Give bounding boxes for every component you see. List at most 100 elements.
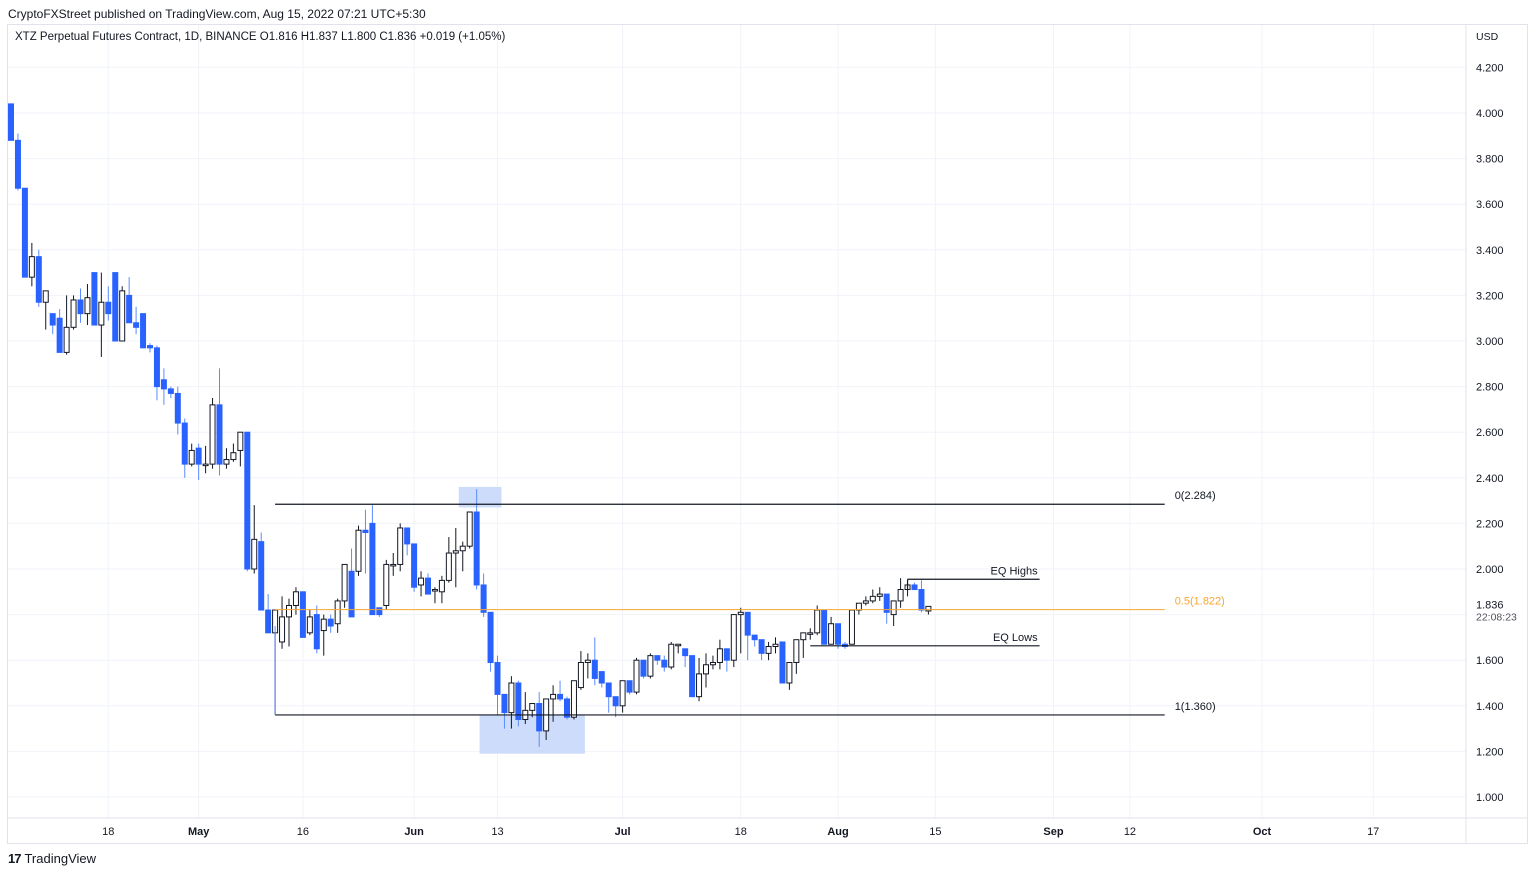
candle-down bbox=[404, 527, 411, 545]
candle-up bbox=[466, 511, 473, 547]
candle-up bbox=[279, 616, 286, 643]
candle-down bbox=[327, 618, 334, 627]
candle-down bbox=[299, 591, 306, 638]
price-axis-tick: 3.000 bbox=[1476, 336, 1504, 348]
candle-up bbox=[230, 452, 237, 461]
candle-down bbox=[723, 648, 730, 661]
chart-frame bbox=[7, 24, 1528, 844]
candle-down bbox=[911, 584, 918, 591]
last-price-label: 1.836 bbox=[1476, 599, 1504, 611]
candle-up bbox=[848, 609, 855, 645]
fib-level-label: 0(2.284) bbox=[1175, 490, 1216, 502]
price-axis-tick: 3.600 bbox=[1476, 199, 1504, 211]
candle-down bbox=[661, 659, 668, 668]
candle-up bbox=[84, 297, 91, 315]
candle-up bbox=[70, 299, 77, 328]
candle-down bbox=[195, 447, 202, 465]
eq-level-label: EQ Lows bbox=[993, 632, 1038, 644]
candle-down bbox=[564, 698, 570, 718]
candle-up bbox=[251, 538, 258, 570]
time-axis-tick: Jul bbox=[615, 826, 631, 838]
candle-up bbox=[292, 591, 299, 606]
candle-up bbox=[459, 545, 466, 552]
candle-up bbox=[438, 579, 445, 593]
candle-down bbox=[265, 609, 272, 634]
candle-up bbox=[876, 593, 883, 597]
candle-up bbox=[862, 600, 869, 604]
time-axis-tick: Jun bbox=[404, 826, 424, 838]
candle-up bbox=[119, 290, 126, 342]
price-axis-tick: 4.000 bbox=[1476, 108, 1504, 120]
candle-up bbox=[334, 600, 341, 625]
candle-up bbox=[397, 527, 404, 565]
candle-down bbox=[612, 696, 619, 707]
candle-down bbox=[244, 431, 251, 570]
candle-down bbox=[494, 661, 501, 695]
candle-down bbox=[515, 682, 522, 720]
candle-down bbox=[689, 655, 696, 698]
candle-down bbox=[14, 139, 21, 189]
candle-up bbox=[814, 609, 821, 634]
price-axis-tick: 2.400 bbox=[1476, 473, 1504, 485]
candle-up bbox=[696, 673, 703, 698]
candle-up bbox=[828, 623, 835, 645]
candle-down bbox=[918, 589, 925, 611]
candle-up bbox=[716, 648, 723, 663]
candle-down bbox=[313, 614, 320, 650]
candle-up bbox=[418, 577, 425, 586]
candle-up bbox=[445, 552, 452, 581]
candle-down bbox=[153, 347, 160, 388]
price-axis-tick: 2.800 bbox=[1476, 382, 1504, 394]
candle-down bbox=[362, 529, 369, 534]
candle-up bbox=[800, 632, 807, 641]
publish-info: CryptoFXStreet published on TradingView.… bbox=[8, 7, 426, 21]
candle-down bbox=[147, 345, 153, 349]
candle-down bbox=[883, 593, 890, 613]
candle-up bbox=[890, 600, 897, 616]
candle-down bbox=[821, 609, 828, 645]
candle-down bbox=[425, 577, 431, 595]
price-axis-tick: 3.800 bbox=[1476, 154, 1504, 166]
price-axis-tick: 3.200 bbox=[1476, 290, 1504, 302]
candle-down bbox=[49, 313, 56, 326]
price-axis-tick: 4.200 bbox=[1476, 62, 1504, 74]
candle-down bbox=[411, 543, 418, 588]
candle-up bbox=[98, 301, 105, 326]
candle-down bbox=[91, 272, 98, 326]
candle-up bbox=[647, 655, 654, 677]
candle-up bbox=[237, 431, 244, 451]
candle-up bbox=[306, 616, 313, 634]
price-axis-unit: USD bbox=[1476, 31, 1499, 43]
candle-up bbox=[508, 682, 515, 714]
candle-down bbox=[744, 611, 751, 636]
tradingview-logo[interactable]: 17 TradingView bbox=[8, 851, 96, 866]
candle-up bbox=[730, 614, 737, 661]
time-axis-tick: 12 bbox=[1124, 826, 1136, 838]
candle-down bbox=[487, 611, 494, 663]
time-axis-tick: Aug bbox=[827, 826, 848, 838]
price-axis-tick: 1.000 bbox=[1476, 792, 1504, 804]
candle-up bbox=[633, 659, 640, 693]
candle-up bbox=[63, 326, 70, 353]
candle-up bbox=[320, 618, 327, 632]
candle-up bbox=[786, 661, 793, 684]
price-axis-tick: 3.400 bbox=[1476, 245, 1504, 257]
time-axis-tick: 15 bbox=[929, 826, 941, 838]
candle-up bbox=[703, 664, 709, 675]
candle-up bbox=[772, 643, 779, 648]
candle-down bbox=[348, 570, 355, 618]
candle-down bbox=[105, 301, 112, 315]
candle-up bbox=[869, 595, 876, 602]
price-axis-tick: 2.000 bbox=[1476, 564, 1504, 576]
candle-down bbox=[654, 655, 661, 661]
candle-up bbox=[202, 463, 209, 467]
candle-down bbox=[640, 659, 647, 677]
candle-up bbox=[925, 605, 932, 612]
candle-up bbox=[675, 643, 682, 647]
candle-down bbox=[181, 422, 188, 465]
candle-up bbox=[668, 643, 675, 668]
candle-down bbox=[8, 103, 14, 141]
time-axis-tick: Sep bbox=[1043, 826, 1063, 838]
time-axis-tick: 17 bbox=[1367, 826, 1379, 838]
